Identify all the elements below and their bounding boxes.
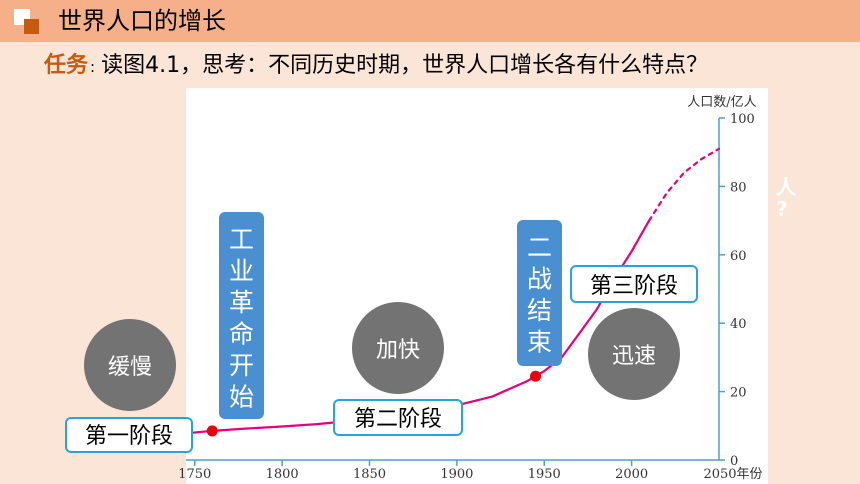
vertical-char: 命 bbox=[229, 320, 254, 349]
stage1-label: 第一阶段 bbox=[85, 424, 173, 449]
stage2-box: 第二阶段 bbox=[333, 399, 463, 436]
rapid-label: 迅速 bbox=[612, 344, 656, 369]
rapid-bubble: 迅速 bbox=[588, 308, 680, 400]
y-tick-label: 100 bbox=[730, 112, 755, 127]
projection-line bbox=[647, 147, 721, 222]
stage1-box: 第一阶段 bbox=[65, 417, 193, 453]
vertical-char: 结 bbox=[527, 296, 552, 325]
slow-label: 缓慢 bbox=[108, 355, 152, 380]
x-tick-label: 1850 bbox=[353, 467, 386, 482]
title-bar: 世界人口的增长 bbox=[0, 0, 860, 42]
vertical-char: 业 bbox=[229, 257, 254, 286]
task-text: 读图4.1，思考：不同历史时期，世界人口增长各有什么特点？ bbox=[101, 53, 709, 78]
faster-bubble: 加快 bbox=[352, 302, 444, 394]
partially-hidden-char-1: 人 bbox=[776, 175, 796, 199]
x-axis-end-label: 2050年份 bbox=[703, 467, 762, 482]
faster-label: 加快 bbox=[376, 338, 420, 363]
partially-hidden-char-2: ? bbox=[776, 197, 788, 221]
task-label: 任务 bbox=[44, 53, 89, 78]
vertical-char: 束 bbox=[527, 328, 552, 357]
x-tick-label: 1800 bbox=[266, 467, 299, 482]
event-marker bbox=[206, 425, 218, 437]
slide-title: 世界人口的增长 bbox=[58, 7, 226, 35]
task-line: 任务: 读图4.1，思考：不同历史时期，世界人口增长各有什么特点？ bbox=[44, 50, 708, 83]
y-tick-label: 80 bbox=[730, 180, 747, 195]
vertical-char: 开 bbox=[229, 351, 254, 380]
vertical-char: 工 bbox=[229, 225, 254, 254]
y-tick-label: 40 bbox=[730, 317, 747, 332]
x-tick-label: 1950 bbox=[528, 467, 561, 482]
y-tick-label: 20 bbox=[730, 386, 747, 401]
stage3-box: 第三阶段 bbox=[570, 265, 698, 303]
title-square-icon bbox=[14, 9, 44, 35]
vertical-char: 革 bbox=[229, 288, 254, 317]
x-tick-label: 2000 bbox=[615, 467, 648, 482]
vertical-char: 二 bbox=[527, 233, 552, 262]
stage2-label: 第二阶段 bbox=[354, 407, 442, 432]
event-marker bbox=[530, 370, 542, 382]
y-axis-label: 人口数/亿人 bbox=[687, 95, 756, 110]
x-tick-label: 1750 bbox=[178, 467, 211, 482]
chart-axes: 人口数/亿人 2050年份 bbox=[186, 95, 763, 482]
vertical-char: 战 bbox=[527, 265, 552, 294]
vertical-char: 始 bbox=[229, 383, 254, 412]
x-tick-label: 1900 bbox=[440, 467, 473, 482]
y-tick-label: 60 bbox=[730, 249, 747, 264]
slow-bubble: 缓慢 bbox=[84, 319, 176, 411]
y-tick-label: 0 bbox=[730, 454, 738, 469]
partially-hidden-text: 人 ? bbox=[776, 176, 796, 220]
task-colon: : bbox=[90, 58, 96, 76]
stage3-label: 第三阶段 bbox=[590, 274, 678, 299]
